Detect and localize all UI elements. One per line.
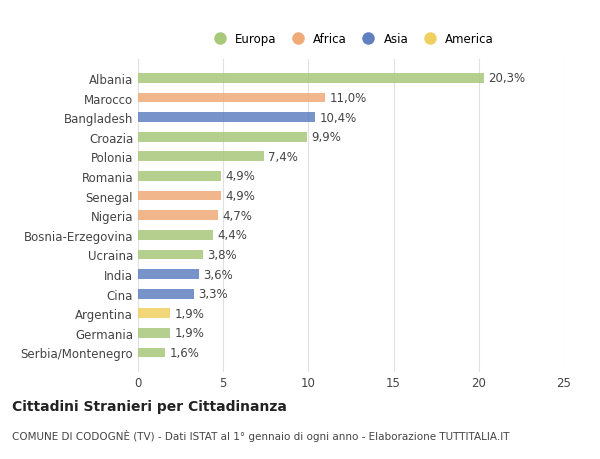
Text: Cittadini Stranieri per Cittadinanza: Cittadini Stranieri per Cittadinanza (12, 399, 287, 413)
Bar (138, 94, 325, 103)
Text: 7,4%: 7,4% (268, 151, 298, 163)
Text: 3,8%: 3,8% (207, 248, 236, 261)
Bar (138, 172, 221, 181)
Bar (138, 191, 221, 201)
Text: 4,4%: 4,4% (217, 229, 247, 242)
Text: 3,3%: 3,3% (199, 287, 228, 301)
Text: 4,7%: 4,7% (223, 209, 252, 222)
Bar (138, 113, 315, 123)
Legend: Europa, Africa, Asia, America: Europa, Africa, Asia, America (203, 28, 499, 50)
Bar (138, 230, 213, 240)
Text: 1,9%: 1,9% (175, 307, 205, 320)
Text: 4,9%: 4,9% (226, 170, 256, 183)
Bar (138, 269, 199, 280)
Text: 1,9%: 1,9% (175, 327, 205, 340)
Bar (138, 328, 170, 338)
Bar (138, 348, 165, 358)
Bar (138, 152, 264, 162)
Bar (138, 133, 307, 142)
Text: 9,9%: 9,9% (311, 131, 341, 144)
Bar (138, 289, 194, 299)
Bar (138, 211, 218, 221)
Bar (138, 250, 203, 260)
Text: 4,9%: 4,9% (226, 190, 256, 202)
Text: 11,0%: 11,0% (330, 92, 367, 105)
Bar (138, 309, 170, 319)
Text: 1,6%: 1,6% (170, 346, 199, 359)
Text: COMUNE DI CODOGNÈ (TV) - Dati ISTAT al 1° gennaio di ogni anno - Elaborazione TU: COMUNE DI CODOGNÈ (TV) - Dati ISTAT al 1… (12, 429, 509, 441)
Text: 20,3%: 20,3% (488, 72, 525, 85)
Text: 3,6%: 3,6% (203, 268, 233, 281)
Text: 10,4%: 10,4% (319, 112, 357, 124)
Bar (138, 74, 484, 84)
